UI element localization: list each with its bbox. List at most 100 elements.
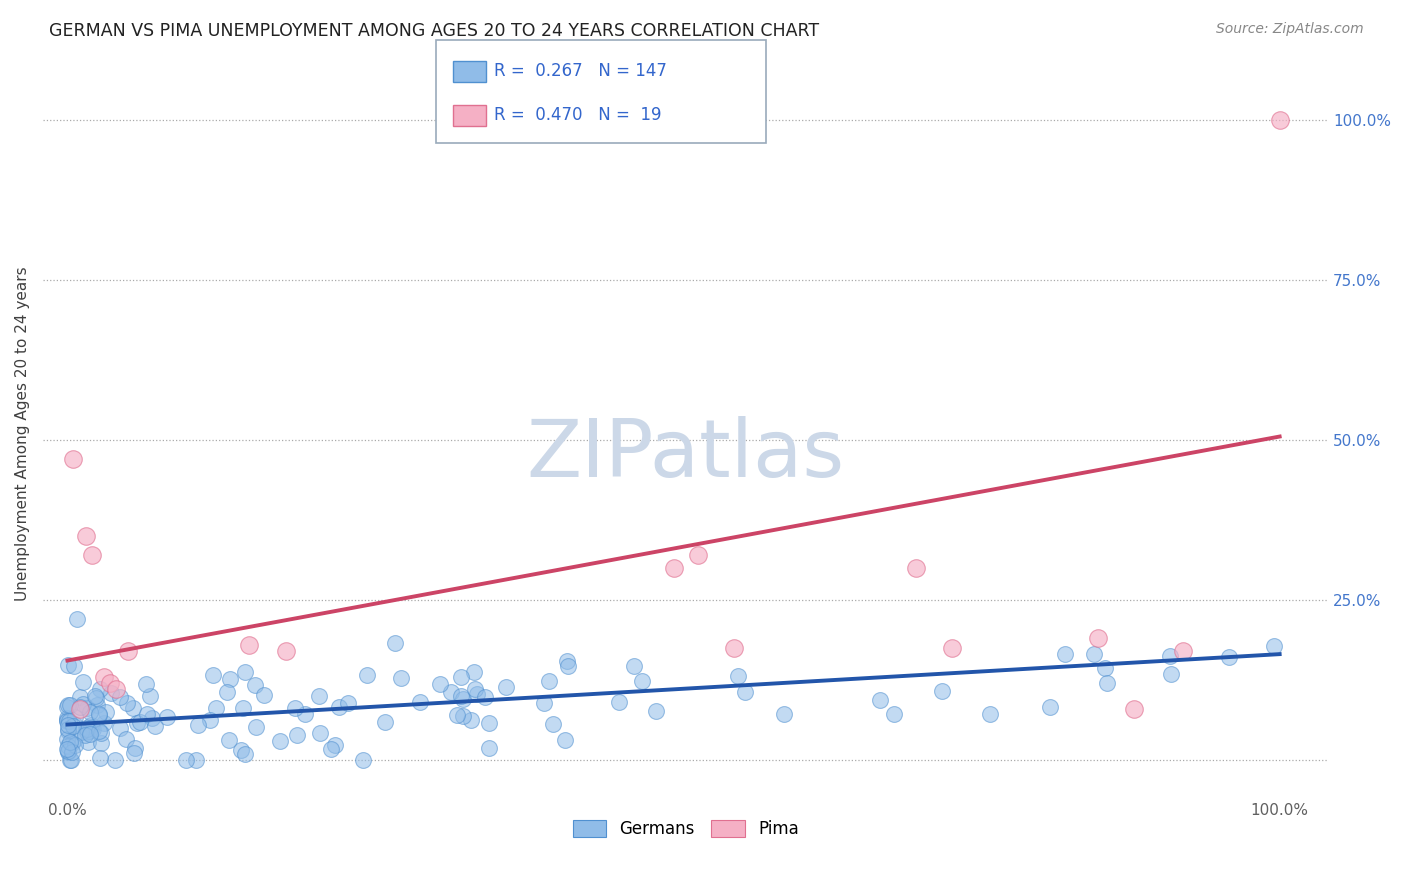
Point xyxy=(56,714,79,728)
Point xyxy=(474,690,496,705)
Point xyxy=(450,670,472,684)
Point xyxy=(127,715,149,730)
Point xyxy=(883,706,905,721)
Point xyxy=(1160,667,1182,681)
Point xyxy=(184,753,207,767)
Point xyxy=(89,681,111,696)
Point xyxy=(82,720,104,734)
Point xyxy=(96,705,118,719)
Point xyxy=(136,707,159,722)
Point xyxy=(323,738,346,752)
Point xyxy=(90,726,112,740)
Point xyxy=(198,714,221,728)
Point xyxy=(93,669,115,683)
Point xyxy=(931,684,953,698)
Point xyxy=(108,721,131,735)
Point xyxy=(285,728,308,742)
Text: Source: ZipAtlas.com: Source: ZipAtlas.com xyxy=(1216,22,1364,37)
Point xyxy=(104,682,127,697)
Point xyxy=(1097,676,1119,690)
Point xyxy=(337,696,360,710)
Point xyxy=(218,732,240,747)
Point xyxy=(869,693,891,707)
Point xyxy=(69,690,91,705)
Point xyxy=(128,715,150,730)
Point xyxy=(356,668,378,682)
Point xyxy=(56,718,79,732)
Point xyxy=(245,720,267,734)
Point xyxy=(139,690,162,704)
Point xyxy=(89,706,111,721)
Point xyxy=(309,726,332,740)
Point xyxy=(121,701,143,715)
Point xyxy=(1087,631,1109,645)
Point xyxy=(56,713,79,727)
Point xyxy=(56,699,79,714)
Point xyxy=(607,695,630,709)
Point xyxy=(75,727,97,741)
Point xyxy=(979,706,1001,721)
Point xyxy=(409,695,432,709)
Point xyxy=(460,713,482,727)
Point xyxy=(645,704,668,718)
Point xyxy=(90,735,112,749)
Point xyxy=(204,701,226,715)
Point xyxy=(115,732,138,747)
Point xyxy=(82,722,104,736)
Point xyxy=(76,722,98,736)
Point xyxy=(63,739,86,753)
Point xyxy=(62,719,84,733)
Point xyxy=(63,659,86,673)
Point xyxy=(62,717,84,731)
Point xyxy=(233,747,256,761)
Point xyxy=(772,707,794,722)
Point xyxy=(135,677,157,691)
Point xyxy=(56,739,79,753)
Point xyxy=(79,705,101,719)
Point xyxy=(56,744,79,758)
Point xyxy=(100,686,122,700)
Point xyxy=(238,638,260,652)
Point xyxy=(75,529,97,543)
Point xyxy=(384,636,406,650)
Point xyxy=(60,745,83,759)
Point xyxy=(308,689,330,703)
Point xyxy=(115,696,138,710)
Point xyxy=(440,685,463,699)
Point xyxy=(60,736,83,750)
Point xyxy=(541,717,564,731)
Point xyxy=(59,734,82,748)
Point xyxy=(294,706,316,721)
Point xyxy=(117,644,139,658)
Point xyxy=(58,714,80,729)
Point xyxy=(723,640,745,655)
Point xyxy=(86,698,108,712)
Point xyxy=(69,701,91,715)
Point xyxy=(374,715,396,730)
Point xyxy=(1039,699,1062,714)
Point xyxy=(631,673,654,688)
Point xyxy=(174,753,197,767)
Point xyxy=(319,741,342,756)
Point xyxy=(56,698,79,712)
Point xyxy=(904,560,927,574)
Point xyxy=(1054,647,1077,661)
Point xyxy=(58,724,80,739)
Point xyxy=(187,718,209,732)
Text: R =  0.267   N = 147: R = 0.267 N = 147 xyxy=(494,62,666,79)
Point xyxy=(72,675,94,690)
Point xyxy=(156,710,179,724)
Point xyxy=(253,688,276,702)
Point xyxy=(284,701,307,715)
Point xyxy=(124,741,146,756)
Point xyxy=(555,654,578,668)
Point xyxy=(1094,661,1116,675)
Point xyxy=(352,753,374,767)
Point xyxy=(76,701,98,715)
Point xyxy=(76,735,98,749)
Text: GERMAN VS PIMA UNEMPLOYMENT AMONG AGES 20 TO 24 YEARS CORRELATION CHART: GERMAN VS PIMA UNEMPLOYMENT AMONG AGES 2… xyxy=(49,22,820,40)
Point xyxy=(941,640,963,655)
Point xyxy=(686,548,709,562)
Point xyxy=(80,548,103,562)
Point xyxy=(554,733,576,747)
